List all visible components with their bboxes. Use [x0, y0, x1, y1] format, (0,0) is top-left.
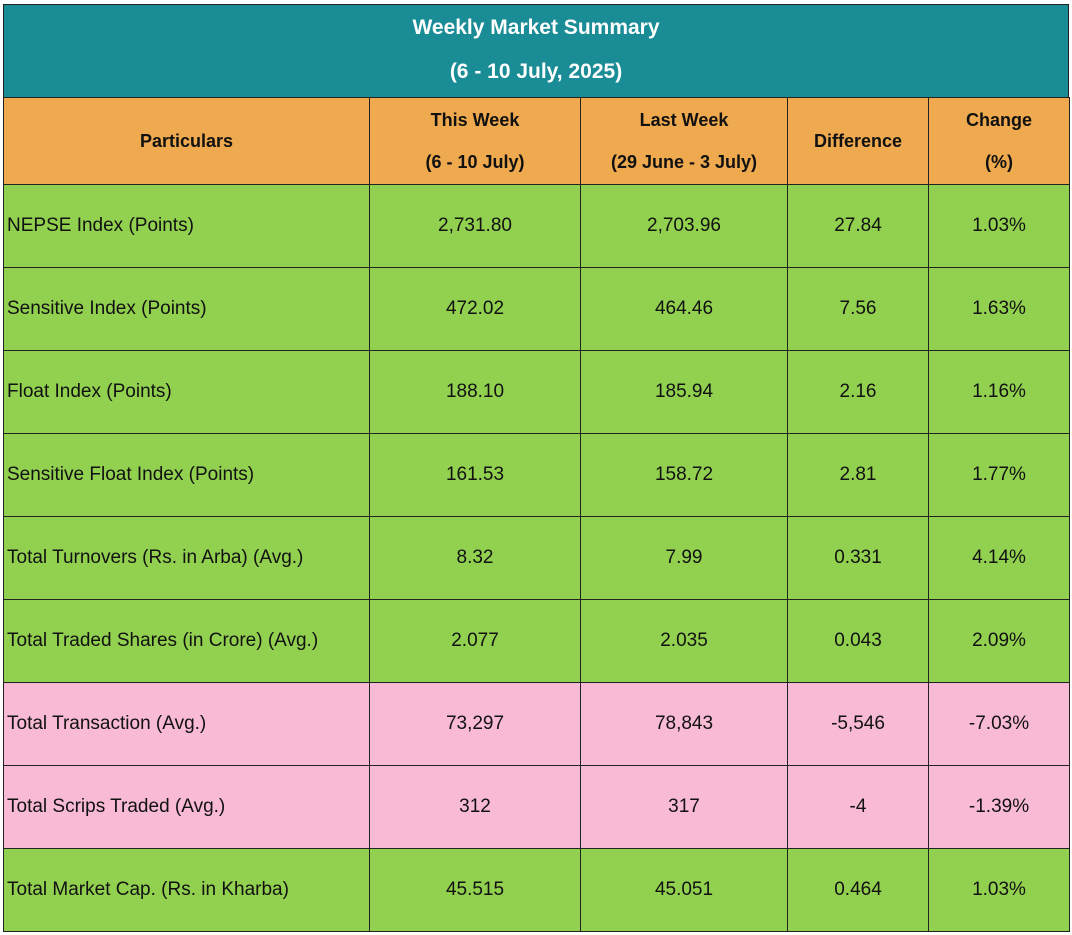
header-this-week-label: This Week	[430, 110, 520, 130]
cell-change: -1.39%	[928, 765, 1070, 849]
cell-this-week: 73,297	[369, 682, 581, 766]
cell-change: 4.14%	[928, 516, 1070, 600]
cell-last-week: 2,703.96	[580, 184, 788, 268]
table-date-range: (6 - 10 July, 2025)	[449, 60, 623, 83]
cell-last-week: 45.051	[580, 848, 788, 932]
cell-particular: Total Scrips Traded (Avg.)	[3, 765, 370, 849]
header-row: Particulars This Week (6 - 10 July) Last…	[3, 97, 1070, 185]
header-last-week-range: (29 June - 3 July)	[610, 152, 758, 172]
cell-difference: 27.84	[787, 184, 929, 268]
cell-difference: 7.56	[787, 267, 929, 351]
cell-this-week: 2.077	[369, 599, 581, 683]
title-bar: Weekly Market Summary (6 - 10 July, 2025…	[3, 4, 1069, 97]
cell-difference: 2.81	[787, 433, 929, 517]
cell-particular: Total Transaction (Avg.)	[3, 682, 370, 766]
cell-last-week: 464.46	[580, 267, 788, 351]
header-this-week: This Week (6 - 10 July)	[369, 97, 581, 185]
table-body: NEPSE Index (Points) 2,731.80 2,703.96 27.8…	[3, 184, 1070, 932]
cell-particular: Sensitive Index (Points)	[3, 267, 370, 351]
cell-last-week: 317	[580, 765, 788, 849]
header-difference: Difference	[787, 97, 929, 185]
market-summary-table-container: Weekly Market Summary (6 - 10 July, 2025…	[3, 4, 1070, 932]
cell-this-week: 8.32	[369, 516, 581, 600]
cell-this-week: 2,731.80	[369, 184, 581, 268]
cell-this-week: 472.02	[369, 267, 581, 351]
header-change-label: Change	[965, 110, 1032, 130]
header-change-unit: (%)	[985, 152, 1013, 172]
cell-particular: NEPSE Index (Points)	[3, 184, 370, 268]
header-change: Change (%)	[928, 97, 1070, 185]
header-particulars-label: Particulars	[139, 131, 234, 151]
cell-change: 1.03%	[928, 184, 1070, 268]
cell-this-week: 312	[369, 765, 581, 849]
cell-particular: Float Index (Points)	[3, 350, 370, 434]
cell-difference: -5,546	[787, 682, 929, 766]
table-row: Float Index (Points) 188.10 185.94 2.16 1.16…	[3, 350, 1070, 434]
cell-difference: 0.464	[787, 848, 929, 932]
cell-particular: Total Traded Shares (in Crore) (Avg.)	[3, 599, 370, 683]
table-row: Total Traded Shares (in Crore) (Avg.) 2.0…	[3, 599, 1070, 683]
header-last-week-label: Last Week	[639, 110, 729, 130]
cell-last-week: 158.72	[580, 433, 788, 517]
cell-change: -7.03%	[928, 682, 1070, 766]
cell-difference: -4	[787, 765, 929, 849]
cell-last-week: 7.99	[580, 516, 788, 600]
header-this-week-range: (6 - 10 July)	[425, 152, 525, 172]
cell-difference: 0.043	[787, 599, 929, 683]
cell-change: 1.63%	[928, 267, 1070, 351]
cell-change: 1.03%	[928, 848, 1070, 932]
table-row: Total Scrips Traded (Avg.) 312 317 -4 -1.39%	[3, 765, 1070, 849]
table-row: Total Market Cap. (Rs. in Kharba) 45.515 4…	[3, 848, 1070, 932]
cell-this-week: 45.515	[369, 848, 581, 932]
header-difference-label: Difference	[813, 131, 903, 151]
cell-last-week: 185.94	[580, 350, 788, 434]
cell-particular: Total Turnovers (Rs. in Arba) (Avg.)	[3, 516, 370, 600]
cell-change: 1.16%	[928, 350, 1070, 434]
cell-last-week: 2.035	[580, 599, 788, 683]
cell-particular: Total Market Cap. (Rs. in Kharba)	[3, 848, 370, 932]
table-row: Total Turnovers (Rs. in Arba) (Avg.) 8.32…	[3, 516, 1070, 600]
cell-difference: 0.331	[787, 516, 929, 600]
cell-last-week: 78,843	[580, 682, 788, 766]
header-particulars: Particulars	[3, 97, 370, 185]
table-row: Total Transaction (Avg.) 73,297 78,843 -5,5…	[3, 682, 1070, 766]
header-last-week: Last Week (29 June - 3 July)	[580, 97, 788, 185]
table-row: Sensitive Index (Points) 472.02 464.46 7.56…	[3, 267, 1070, 351]
table-row: Sensitive Float Index (Points) 161.53 158.…	[3, 433, 1070, 517]
market-summary-table: Particulars This Week (6 - 10 July) Last…	[3, 97, 1070, 932]
cell-change: 2.09%	[928, 599, 1070, 683]
cell-change: 1.77%	[928, 433, 1070, 517]
cell-this-week: 188.10	[369, 350, 581, 434]
cell-difference: 2.16	[787, 350, 929, 434]
table-title: Weekly Market Summary	[412, 16, 660, 39]
cell-particular: Sensitive Float Index (Points)	[3, 433, 370, 517]
cell-this-week: 161.53	[369, 433, 581, 517]
table-row: NEPSE Index (Points) 2,731.80 2,703.96 27.8…	[3, 184, 1070, 268]
